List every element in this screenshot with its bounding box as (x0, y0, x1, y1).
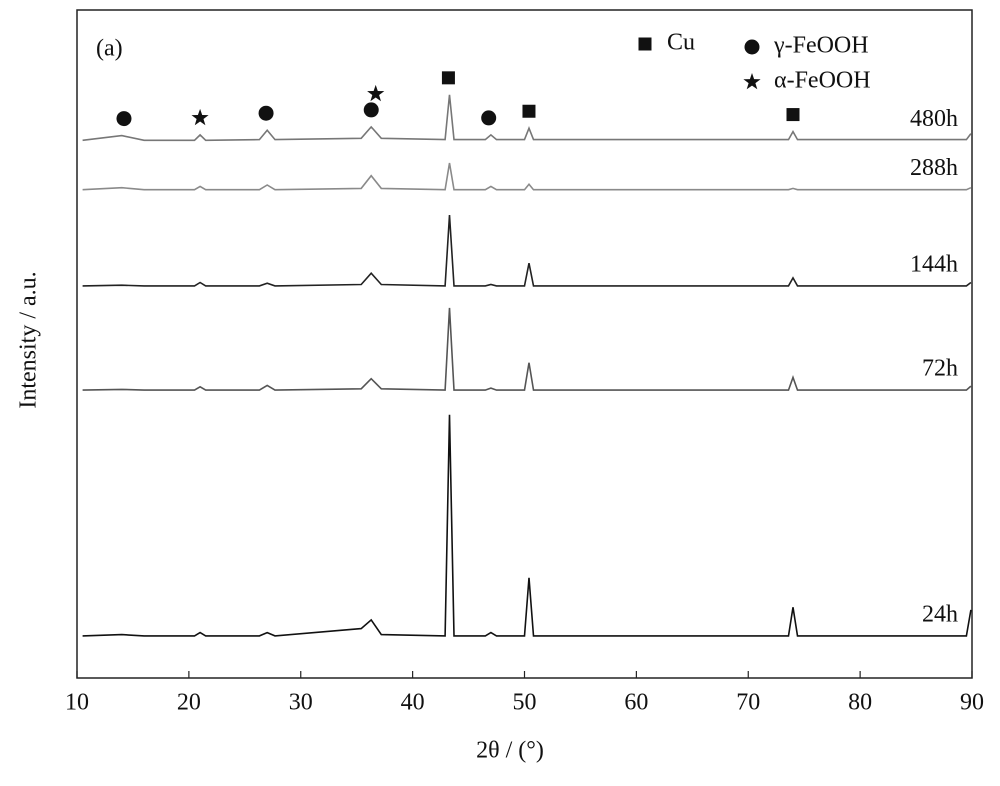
legend-label: γ-FeOOH (773, 33, 869, 59)
legend-label: α-FeOOH (774, 68, 871, 94)
xrd-trace (82, 414, 972, 637)
phase-marker (363, 102, 379, 118)
legend-label: Cu (667, 30, 695, 56)
x-tick-label: 20 (177, 690, 201, 716)
x-tick-label: 10 (65, 690, 89, 716)
legend-symbol (638, 37, 652, 51)
phase-marker (786, 108, 800, 122)
phase-marker (258, 105, 274, 121)
x-tick-label: 40 (401, 690, 425, 716)
phase-marker (367, 84, 385, 102)
xrd-trace (82, 162, 972, 191)
x-tick-label: 60 (624, 690, 648, 716)
trace-label: 144h (910, 251, 958, 277)
x-tick-label: 30 (289, 690, 313, 716)
x-axis-label: 2θ / (°) (476, 738, 544, 764)
phase-marker (441, 71, 455, 85)
phase-marker (191, 108, 209, 126)
phase-marker (116, 111, 132, 127)
legend-symbol (744, 39, 760, 55)
trace-label: 72h (922, 356, 958, 382)
y-axis-label: Intensity / a.u. (16, 271, 42, 408)
x-tick-label: 50 (513, 690, 537, 716)
trace-label: 288h (910, 155, 958, 181)
phase-marker (522, 104, 536, 118)
xrd-trace (82, 94, 972, 142)
phase-marker (481, 110, 497, 126)
x-tick-label: 90 (960, 690, 984, 716)
xrd-trace (82, 215, 972, 287)
panel-label: (a) (96, 36, 123, 62)
trace-label: 24h (922, 601, 958, 627)
x-tick-label: 70 (736, 690, 760, 716)
legend-symbol (743, 73, 761, 90)
x-tick-label: 80 (848, 690, 872, 716)
xrd-trace (82, 307, 972, 391)
trace-label: 480h (910, 106, 958, 132)
